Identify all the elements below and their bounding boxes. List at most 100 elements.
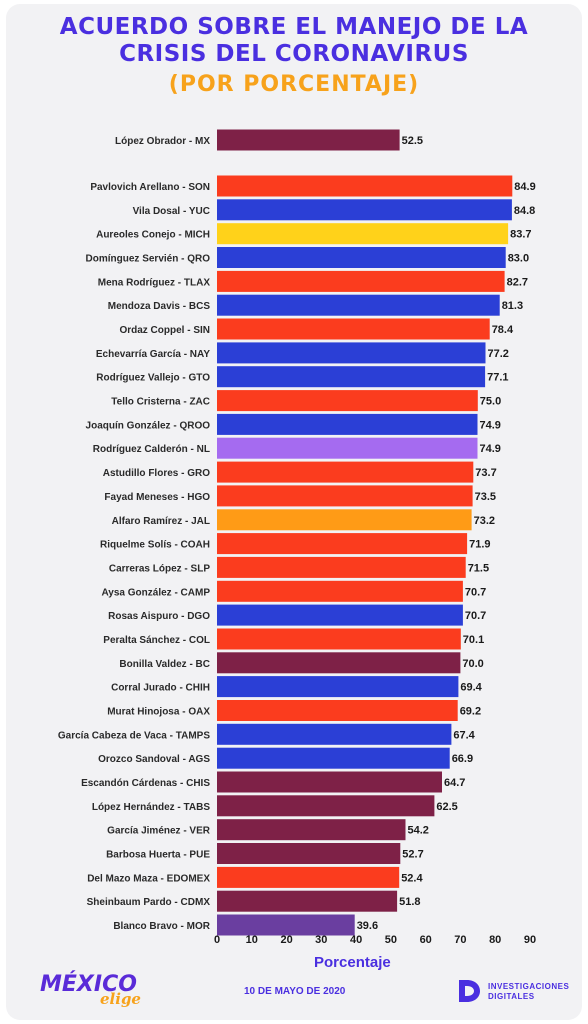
bar <box>217 175 513 197</box>
mexico-elige-logo-sub: elige <box>100 990 141 1008</box>
investigaciones-digitales-logo-icon <box>459 980 480 1002</box>
category-label: Ordaz Coppel - SIN <box>119 325 210 336</box>
bar <box>217 771 442 793</box>
bar <box>217 890 398 912</box>
value-label: 83.7 <box>510 229 531 241</box>
value-label: 39.6 <box>357 920 378 932</box>
bar <box>217 509 472 531</box>
mexico-elige-logo: MÉXICO <box>40 972 137 997</box>
bar <box>217 437 478 459</box>
category-label: López Hernández - TABS <box>92 802 210 813</box>
bar <box>217 485 473 507</box>
bar <box>217 390 478 412</box>
value-label: 71.5 <box>468 562 489 574</box>
bar <box>217 795 435 817</box>
category-label: García Jiménez - VER <box>107 826 211 837</box>
value-label: 52.7 <box>402 849 423 861</box>
value-label: 70.7 <box>465 586 486 598</box>
bar <box>217 556 466 578</box>
value-label: 77.1 <box>487 372 508 384</box>
value-label: 62.5 <box>436 801 457 813</box>
bar <box>217 843 401 864</box>
value-label: 52.5 <box>402 135 423 147</box>
value-label: 51.8 <box>399 896 420 908</box>
category-label: Tello Cristerna - ZAC <box>111 397 210 408</box>
category-label: Corral Jurado - CHIH <box>111 683 210 694</box>
value-label: 74.9 <box>480 419 501 431</box>
category-label: Astudillo Flores - GRO <box>103 468 210 479</box>
org-line-2: DIGITALES <box>488 992 535 1001</box>
bar <box>217 294 500 316</box>
category-label: Mena Rodríguez - TLAX <box>98 277 211 288</box>
category-label: Barbosa Huerta - PUE <box>106 850 210 861</box>
bar <box>217 366 486 388</box>
x-tick-label: 80 <box>489 934 501 946</box>
category-label: Rodríguez Calderón - NL <box>93 444 210 455</box>
bar <box>217 628 461 650</box>
publication-date: 10 DE MAYO DE 2020 <box>244 986 346 997</box>
category-label: Joaquín González - QROO <box>86 420 211 431</box>
x-tick-label: 40 <box>350 934 362 946</box>
value-label: 73.5 <box>475 491 496 503</box>
value-label: 82.7 <box>507 276 528 288</box>
category-label: Domínguez Servién - QRO <box>86 254 211 265</box>
category-label: Sheinbaum Pardo - CDMX <box>87 897 211 908</box>
x-tick-label: 90 <box>524 934 536 946</box>
category-label: Orozco Sandoval - AGS <box>98 754 210 765</box>
bar <box>217 129 400 151</box>
category-label: Aureoles Conejo - MICH <box>96 230 210 241</box>
category-label: Riquelme Solís - COAH <box>100 540 210 551</box>
value-label: 81.3 <box>502 300 523 312</box>
category-label: Pavlovich Arellano - SON <box>90 182 210 193</box>
category-label: Rosas Aispuro - DGO <box>108 611 210 622</box>
x-tick-label: 60 <box>420 934 432 946</box>
bar <box>217 914 355 936</box>
title-line-1: ACUERDO SOBRE EL MANEJO DE LA <box>59 14 529 40</box>
value-label: 70.1 <box>463 634 484 646</box>
category-label: Carreras López - SLP <box>109 563 210 574</box>
x-tick-label: 20 <box>280 934 292 946</box>
category-label: Murat Hinojosa - OAX <box>107 707 210 718</box>
value-label: 84.9 <box>514 181 535 193</box>
bar <box>217 533 468 555</box>
x-tick-label: 10 <box>246 934 258 946</box>
bar <box>217 247 506 268</box>
value-label: 66.9 <box>452 753 473 765</box>
x-tick-label: 50 <box>385 934 397 946</box>
chart-title: ACUERDO SOBRE EL MANEJO DE LA CRISIS DEL… <box>0 14 588 68</box>
category-label: Bonilla Valdez - BC <box>119 659 210 670</box>
x-tick-label: 70 <box>454 934 466 946</box>
bar <box>217 318 490 340</box>
org-line-1: INVESTIGACIONES <box>488 982 570 991</box>
bar <box>217 342 486 364</box>
category-label: Alfaro Ramírez - JAL <box>112 516 210 527</box>
category-label: Aysa González - CAMP <box>101 587 210 598</box>
bar <box>217 676 459 698</box>
bar <box>217 700 458 721</box>
investigaciones-digitales-logo-text: INVESTIGACIONES DIGITALES <box>488 982 569 1002</box>
title-line-2: CRISIS DEL CORONAVIRUS <box>119 41 469 67</box>
bar <box>217 461 474 483</box>
value-label: 54.2 <box>408 825 429 837</box>
bar <box>217 866 400 888</box>
category-label: García Cabeza de Vaca - TAMPS <box>58 730 210 741</box>
value-label: 64.7 <box>444 777 465 789</box>
bar <box>217 604 463 626</box>
x-axis-label: Porcentaje <box>314 954 391 971</box>
value-label: 74.9 <box>480 443 501 455</box>
x-tick-label: 30 <box>315 934 327 946</box>
value-label: 75.0 <box>480 396 501 408</box>
bar <box>217 723 452 745</box>
category-label: Rodríguez Vallejo - GTO <box>96 373 210 384</box>
bar <box>217 580 463 602</box>
bar <box>217 747 450 769</box>
bar <box>217 413 478 435</box>
value-label: 83.0 <box>508 253 529 265</box>
value-label: 67.4 <box>453 729 475 741</box>
value-label: 69.2 <box>460 706 481 718</box>
category-label: Del Mazo Maza - EDOMEX <box>87 873 210 884</box>
category-label: Echevarría García - NAY <box>96 349 210 360</box>
category-label: López Obrador - MX <box>115 136 210 147</box>
value-label: 52.4 <box>401 872 423 884</box>
